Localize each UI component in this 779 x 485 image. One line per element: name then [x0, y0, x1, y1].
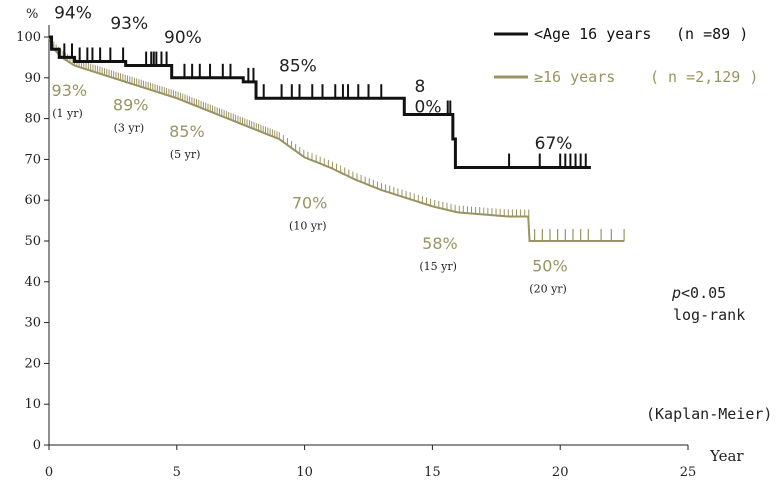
x-tick-label: 10	[296, 465, 313, 480]
x-tick-label: 20	[552, 465, 569, 480]
annotation-16-plus: 93%	[52, 81, 88, 100]
y-tick-label: 50	[24, 234, 41, 249]
stats-notes: p<0.05 log-rank (Kaplan-Meier)	[646, 284, 772, 423]
legend: <Age 16 years (n =89 ) ≥16 years ( n =2,…	[494, 25, 758, 86]
legend-n-16-plus: ( n =2,129 )	[650, 68, 758, 86]
annotation-year-label: (15 yr)	[419, 260, 457, 273]
annotation-16-plus: 58%	[422, 234, 458, 253]
legend-label-16-plus: ≥16 years	[534, 68, 615, 86]
y-tick-label: 90	[24, 71, 41, 86]
x-axis-label: Year	[709, 447, 744, 465]
p-value-note: p<0.05	[671, 284, 726, 302]
annotation-year-label: (10 yr)	[289, 219, 327, 232]
y-tick-label: 20	[24, 356, 41, 371]
series-age-16-plus	[48, 36, 625, 242]
annotation-16-plus: 85%	[169, 122, 205, 141]
annotation-16-plus: 89%	[113, 95, 149, 114]
series-under-age-16	[49, 35, 591, 170]
annotation-under-16: 93%	[110, 14, 148, 34]
legend-n-under-16: (n =89 )	[676, 25, 748, 43]
y-tick-label: 60	[24, 193, 41, 208]
axes	[48, 25, 688, 446]
legend-label-under-16: <Age 16 years	[534, 25, 651, 43]
annotation-under-16: 8	[415, 77, 426, 97]
annotation-year-label: (3 yr)	[114, 121, 145, 134]
y-tick-label: 70	[24, 152, 41, 167]
y-tick-label: 100	[16, 30, 41, 45]
p-value: <0.05	[681, 284, 726, 302]
annotation-under-16: 90%	[164, 28, 202, 48]
tick-labels: 0 10 20 30 40 50 60 70 80 90 100 0 5 10 15 20 25	[16, 30, 696, 480]
x-tick-label: 5	[173, 465, 181, 480]
x-tick-label: 25	[680, 465, 697, 480]
y-tick-label: 30	[24, 316, 41, 331]
y-tick-label: 10	[24, 397, 41, 412]
survival-annotations: 94% 93% 90% 85% 80% 67% 93% (1 yr) 89% (3 yr) 85% (…	[52, 4, 573, 296]
annotation-year-label: (1 yr)	[52, 107, 83, 120]
annotation-year-label: (5 yr)	[170, 148, 201, 161]
y-axis-label: %	[26, 7, 38, 22]
annotation-16-plus: 50%	[532, 257, 568, 276]
curve-under-16	[49, 35, 591, 170]
test-note: log-rank	[673, 306, 745, 324]
annotation-under-16: 94%	[54, 4, 92, 24]
annotation-year-label: (20 yr)	[529, 283, 567, 296]
y-tick-label: 80	[24, 112, 41, 127]
x-tick-label: 0	[45, 465, 53, 480]
annotation-16-plus: 70%	[292, 193, 328, 212]
y-tick-label: 40	[24, 275, 41, 290]
y-tick-label: 0	[33, 438, 41, 453]
method-note: (Kaplan-Meier)	[646, 405, 772, 423]
annotation-under-16: 85%	[279, 57, 317, 77]
annotation-under-16: 67%	[535, 134, 573, 154]
x-tick-label: 15	[424, 465, 441, 480]
annotation-under-16: 0%	[415, 97, 442, 117]
p-symbol: p	[671, 284, 681, 302]
